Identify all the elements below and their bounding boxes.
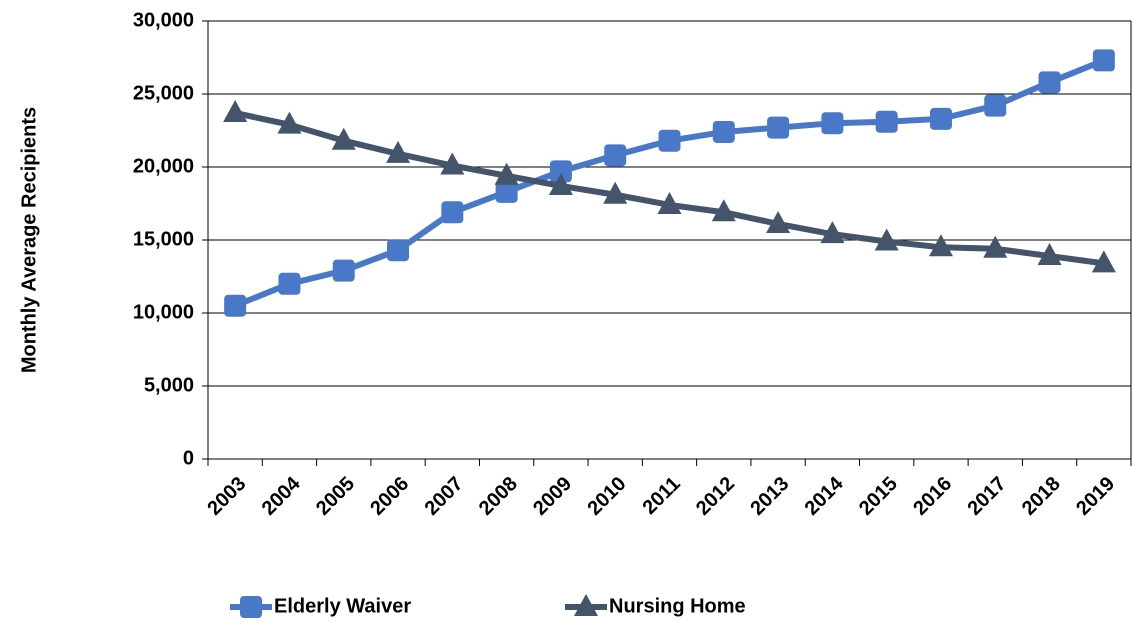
x-tick-label: 2018 xyxy=(1018,473,1065,520)
marker xyxy=(549,160,572,183)
marker xyxy=(983,235,1008,258)
marker xyxy=(574,594,598,616)
marker xyxy=(331,127,356,150)
legend-label: Nursing Home xyxy=(609,595,746,617)
marker xyxy=(603,181,628,204)
x-tick-label: 2016 xyxy=(909,473,956,520)
x-tick-label: 2009 xyxy=(529,473,576,520)
marker xyxy=(766,210,791,233)
x-tick-label: 2011 xyxy=(639,473,685,519)
y-tick-label: 0 xyxy=(183,447,194,469)
x-tick-label: 2015 xyxy=(855,473,902,520)
marker xyxy=(712,120,735,143)
y-tick-label: 25,000 xyxy=(133,82,194,104)
marker xyxy=(658,129,681,152)
y-tick-label: 15,000 xyxy=(133,228,194,250)
marker xyxy=(821,112,844,135)
marker xyxy=(386,140,411,163)
marker xyxy=(767,116,790,139)
marker xyxy=(278,272,301,295)
marker xyxy=(277,111,302,134)
y-tick-label: 30,000 xyxy=(133,9,194,31)
marker xyxy=(224,294,247,317)
x-tick-label: 2012 xyxy=(692,473,739,520)
y-tick-label: 10,000 xyxy=(133,301,194,323)
x-tick-label: 2019 xyxy=(1072,473,1119,520)
marker xyxy=(929,107,952,130)
x-tick-label: 2003 xyxy=(203,473,250,520)
marker xyxy=(604,144,627,167)
marker xyxy=(1038,71,1061,94)
marker xyxy=(223,99,248,122)
x-tick-label: 2008 xyxy=(475,473,522,520)
x-tick-label: 2010 xyxy=(583,473,630,520)
legend-label: Elderly Waiver xyxy=(274,595,411,617)
x-tick-label: 2006 xyxy=(366,473,413,520)
x-tick-label: 2004 xyxy=(258,472,306,520)
marker xyxy=(711,199,736,222)
y-axis-label: Monthly Average Recipients xyxy=(18,107,40,373)
x-tick-label: 2014 xyxy=(801,472,849,520)
marker xyxy=(875,110,898,133)
marker xyxy=(332,259,355,282)
marker xyxy=(240,596,262,618)
marker xyxy=(495,180,518,203)
marker xyxy=(874,228,899,251)
marker xyxy=(1092,49,1115,72)
x-tick-label: 2007 xyxy=(421,473,468,520)
y-tick-label: 5,000 xyxy=(144,374,194,396)
marker xyxy=(984,94,1007,117)
series-line xyxy=(234,57,1105,309)
marker xyxy=(548,172,573,195)
marker xyxy=(928,234,953,257)
marker xyxy=(440,152,465,175)
marker xyxy=(494,162,519,185)
marker xyxy=(657,191,682,214)
x-tick-label: 2013 xyxy=(746,473,793,520)
y-tick-label: 20,000 xyxy=(133,155,194,177)
x-tick-label: 2005 xyxy=(312,473,359,520)
x-tick-label: 2017 xyxy=(964,473,1011,520)
marker xyxy=(1037,243,1062,266)
marker xyxy=(820,221,845,244)
marker xyxy=(441,201,464,224)
marker xyxy=(387,239,410,262)
marker xyxy=(1091,250,1116,273)
